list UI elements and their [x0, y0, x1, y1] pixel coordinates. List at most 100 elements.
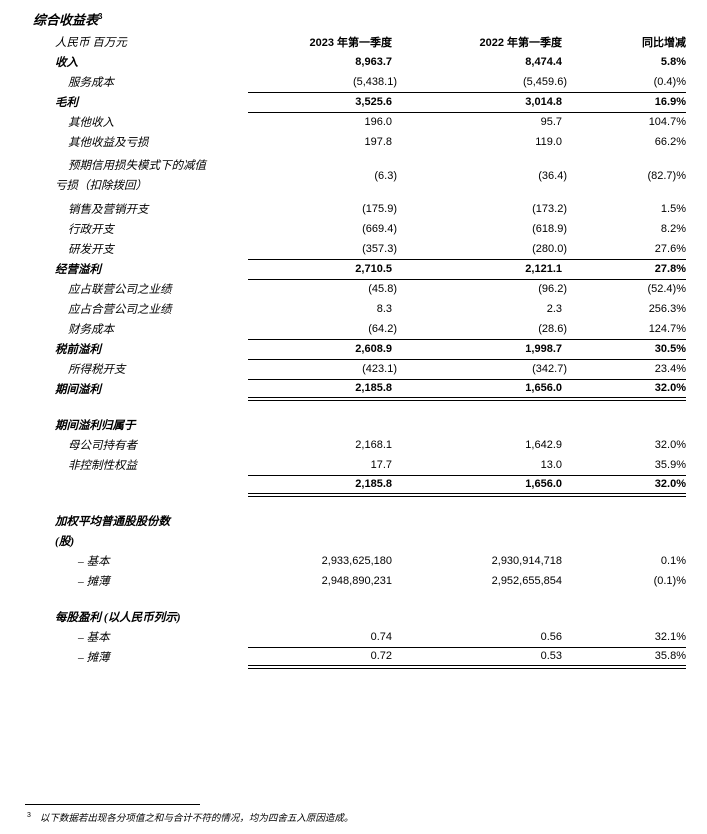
- value-yoy: [567, 607, 686, 627]
- value-2023: 2,710.5: [248, 259, 397, 280]
- value-2022: 1,642.9: [525, 439, 562, 451]
- income-statement-table: 人民币 百万元 2023 年第一季度 2022 年第一季度 同比增减 收入 8,9…: [33, 32, 686, 669]
- row-label: 毛利: [55, 97, 78, 109]
- value-2023: 0.74: [248, 627, 397, 648]
- value-2022: (173.2): [532, 203, 567, 215]
- value-2022: 1,998.7: [397, 339, 567, 360]
- value-yoy: 23.4%: [567, 359, 686, 380]
- header-yoy: 同比增减: [642, 37, 686, 49]
- value-2023: 17.7: [248, 455, 397, 476]
- table-row: 应占联营公司之业绩 (45.8) (96.2) (52.4)%: [33, 279, 686, 299]
- value-2022: 0.53: [397, 647, 567, 669]
- value-2022: 3,014.8: [397, 92, 567, 113]
- row-label: 所得税开支: [68, 364, 126, 376]
- value-2023: (64.2): [248, 319, 397, 340]
- footnote: 3 以下数据若出现各分项值之和与合计不符的情况，均为四舍五入原因造成。: [27, 809, 677, 826]
- value-yoy: 32.0%: [654, 439, 686, 451]
- title-footnote-ref: 3: [98, 12, 103, 21]
- value-yoy: (52.4)%: [647, 283, 686, 296]
- row-label: 应占联营公司之业绩: [68, 284, 172, 296]
- value-yoy: [567, 415, 686, 435]
- value-2023: [248, 607, 397, 627]
- row-label: 期间溢利: [55, 384, 101, 396]
- value-2023: 2,608.9: [248, 339, 397, 360]
- value-2023: 2,185.8: [248, 475, 397, 497]
- table-row: 经营溢利 2,710.5 2,121.1 27.8%: [33, 259, 686, 280]
- table-row: 加权平均普通股股份数: [33, 511, 686, 531]
- table-row: 服务成本 (5,438.1) (5,459.6) (0.4)%: [33, 72, 686, 93]
- table-row: 财务成本 (64.2) (28.6) 124.7%: [33, 319, 686, 340]
- footnote-ref: 3: [27, 812, 31, 819]
- row-label: 每股盈利 (以人民币列示): [55, 612, 181, 624]
- value-2022: 1,656.0: [397, 379, 567, 401]
- value-2023: 0.72: [248, 647, 397, 669]
- row-label: 经营溢利: [55, 264, 101, 276]
- value-yoy: 124.7%: [567, 319, 686, 340]
- value-yoy: [567, 531, 686, 551]
- value-2022: (96.2): [538, 283, 567, 296]
- value-2022: 95.7: [540, 116, 562, 129]
- value-yoy: 27.8%: [567, 259, 686, 280]
- row-label: 其他收益及亏损: [68, 137, 149, 149]
- value-2022: (5,459.6): [397, 72, 567, 93]
- value-2023: (45.8): [368, 283, 397, 296]
- row-label: 预期信用损失模式下的减值 亏损（扣除拨回）: [55, 159, 206, 192]
- row-label: 财务成本: [68, 324, 114, 336]
- table-row: 非控制性权益 17.7 13.0 35.9%: [33, 455, 686, 476]
- value-yoy: 30.5%: [567, 339, 686, 360]
- value-2022: 2,121.1: [397, 259, 567, 280]
- value-yoy: 35.9%: [567, 455, 686, 476]
- table-row: 所得税开支 (423.1) (342.7) 23.4%: [33, 359, 686, 380]
- value-2023: 3,525.6: [248, 92, 397, 113]
- value-2023: (357.3): [248, 239, 397, 260]
- value-2023: 2,185.8: [248, 379, 397, 401]
- table-row: 期间溢利归属于: [33, 415, 686, 435]
- table-row: 2,185.8 1,656.0 32.0%: [33, 475, 686, 497]
- value-2022: [397, 511, 567, 531]
- value-yoy: (0.4)%: [567, 72, 686, 93]
- value-yoy: (0.1)%: [653, 575, 686, 587]
- value-2023: [248, 531, 397, 551]
- value-yoy: 1.5%: [660, 203, 686, 215]
- header-q1-2022: 2022 年第一季度: [479, 37, 562, 49]
- row-label: (股): [55, 536, 75, 548]
- value-2022: [397, 415, 567, 435]
- value-2023: (5,438.1): [248, 72, 397, 93]
- value-2023: 196.0: [364, 116, 392, 129]
- table-row: 其他收益及亏损 197.8 119.0 66.2%: [33, 132, 686, 152]
- page-title-text: 综合收益表: [33, 12, 99, 28]
- row-label: 母公司持有者: [68, 440, 137, 452]
- value-2022: 119.0: [535, 136, 562, 148]
- row-label: – 基本: [78, 632, 110, 644]
- value-2022: 13.0: [397, 455, 567, 476]
- value-2023: [248, 511, 397, 531]
- table-row: 行政开支 (669.4) (618.9) 8.2%: [33, 219, 686, 239]
- row-label: – 摊薄: [78, 576, 110, 588]
- value-2022: 2,952,655,854: [491, 575, 562, 587]
- value-yoy: 32.0%: [567, 379, 686, 401]
- row-label: 期间溢利归属于: [55, 420, 136, 432]
- table-row: 其他收入 196.0 95.7 104.7%: [33, 112, 686, 132]
- table-header: 人民币 百万元 2023 年第一季度 2022 年第一季度 同比增减: [33, 32, 686, 52]
- value-2023: [248, 415, 397, 435]
- row-label: – 摊薄: [78, 652, 110, 664]
- spacer-cell: [33, 591, 686, 607]
- footnote-separator: [25, 804, 200, 805]
- value-yoy: [567, 511, 686, 531]
- value-2022: 2,930,914,718: [491, 555, 562, 567]
- row-label: 销售及营销开支: [68, 204, 149, 216]
- value-yoy: (82.7)%: [647, 169, 686, 182]
- table-row: 毛利 3,525.6 3,014.8 16.9%: [33, 92, 686, 113]
- row-label: [33, 475, 248, 495]
- value-2022: 1,656.0: [397, 475, 567, 497]
- table-row: 应占合营公司之业绩 8.3 2.3 256.3%: [33, 299, 686, 319]
- table-row: 每股盈利 (以人民币列示): [33, 607, 686, 627]
- value-2022: (280.0): [397, 239, 567, 260]
- page-title: 综合收益表3: [33, 9, 707, 31]
- value-yoy: 5.8%: [660, 56, 686, 68]
- value-yoy: 104.7%: [648, 116, 686, 129]
- value-yoy: 0.1%: [660, 555, 686, 567]
- value-2022: [397, 607, 567, 627]
- value-yoy: 256.3%: [648, 303, 686, 315]
- spacer-cell: [33, 399, 686, 415]
